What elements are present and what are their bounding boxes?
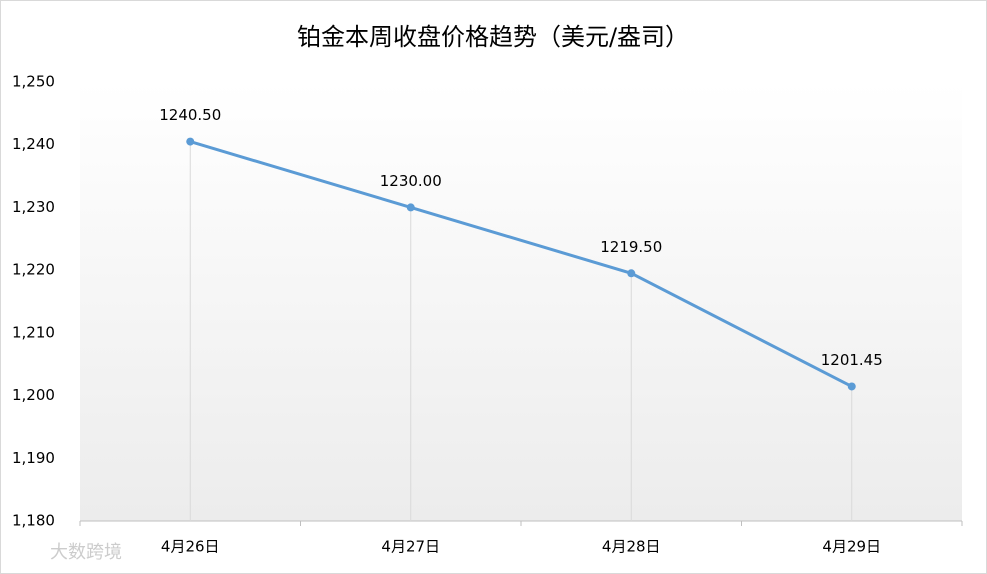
x-tick-label: 4月27日 <box>381 538 440 556</box>
watermark: 大数跨境 <box>50 542 122 563</box>
y-tick-label: 1,240 <box>12 135 55 153</box>
point <box>406 203 415 212</box>
y-tick-label: 1,210 <box>12 323 55 341</box>
y-tick-label: 1,180 <box>12 512 55 530</box>
chart-title: 铂金本周收盘价格趋势（美元/盎司） <box>297 23 689 51</box>
y-tick-label: 1,220 <box>12 261 55 279</box>
plot-area <box>80 82 962 521</box>
x-tick-label: 4月28日 <box>602 538 661 556</box>
data-label: 1230.00 <box>380 172 442 190</box>
y-tick-label: 1,250 <box>12 73 55 91</box>
y-tick-label: 1,230 <box>12 198 55 216</box>
series-line <box>189 140 853 388</box>
point <box>847 382 856 391</box>
data-label: 1240.50 <box>159 106 221 124</box>
data-label: 1201.45 <box>821 351 883 369</box>
data-label: 1219.50 <box>600 238 662 256</box>
point <box>627 269 636 278</box>
y-tick-label: 1,200 <box>12 386 55 404</box>
y-tick-label: 1,190 <box>12 449 55 467</box>
x-tick-label: 4月26日 <box>161 538 220 556</box>
point <box>186 137 195 146</box>
x-tick-label: 4月29日 <box>822 538 881 556</box>
